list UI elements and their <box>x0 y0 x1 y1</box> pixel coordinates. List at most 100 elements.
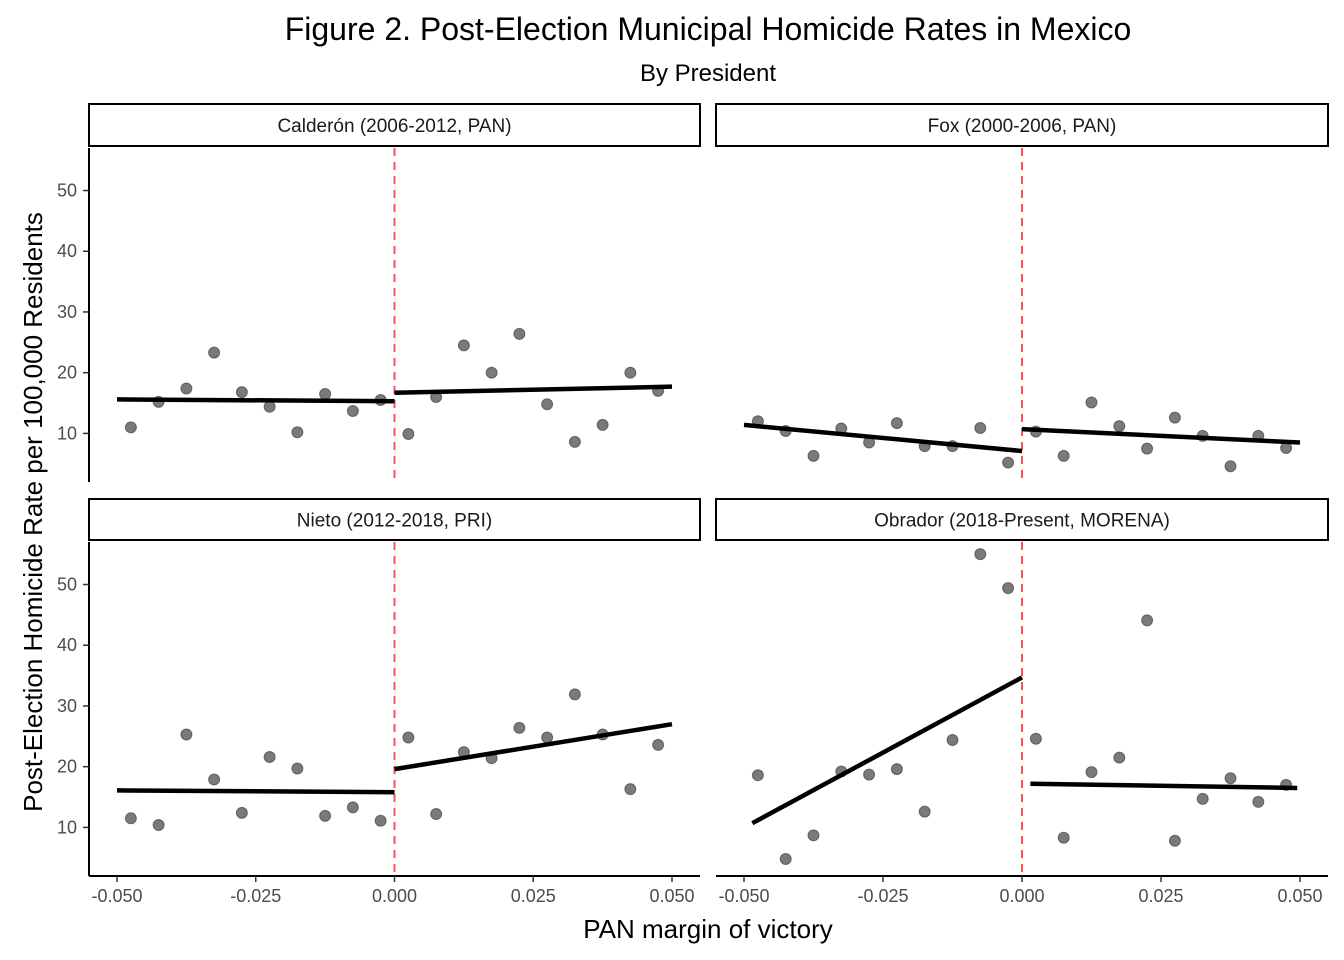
x-tick-label: 0.000 <box>372 886 417 906</box>
facet-strip-label: Obrador (2018-Present, MORENA) <box>874 511 1170 532</box>
x-tick-label: 0.025 <box>511 886 556 906</box>
facet-panel: Fox (2000-2006, PAN) <box>715 103 1329 482</box>
fit-line-left <box>116 788 395 795</box>
scatter-point <box>751 769 764 782</box>
scatter-point <box>1085 766 1098 779</box>
scatter-point <box>807 829 820 842</box>
scatter-point <box>541 731 554 744</box>
scatter-point <box>1141 614 1154 627</box>
scatter-point <box>319 809 332 822</box>
x-tick-label: -0.025 <box>857 886 908 906</box>
scatter-point <box>124 812 137 825</box>
scatter-point <box>402 731 415 744</box>
facet-strip-label: Fox (2000-2006, PAN) <box>928 116 1117 137</box>
scatter-point <box>1196 792 1209 805</box>
scatter-point <box>291 426 304 439</box>
fit-line-left <box>116 397 395 404</box>
facet-strip-label: Calderón (2006-2012, PAN) <box>277 116 511 137</box>
x-tick-label: 0.050 <box>649 886 694 906</box>
y-tick-label: 10 <box>57 423 77 443</box>
scatter-point <box>568 435 581 448</box>
scatter-point <box>430 808 443 821</box>
fit-line-right <box>394 721 673 772</box>
scatter-point <box>152 818 165 831</box>
scatter-point <box>291 762 304 775</box>
scatter-point <box>1002 456 1015 469</box>
y-axis-title: Post-Election Homicide Rate per 100,000 … <box>18 212 48 812</box>
scatter-point <box>513 327 526 340</box>
scatter-point <box>235 806 248 819</box>
y-tick-label: 50 <box>57 181 77 201</box>
scatter-point <box>180 382 193 395</box>
x-tick-label: -0.025 <box>230 886 281 906</box>
scatter-point <box>1057 831 1070 844</box>
y-tick-label: 30 <box>57 696 77 716</box>
scatter-point <box>946 733 959 746</box>
scatter-point <box>346 404 359 417</box>
scatter-point <box>1168 834 1181 847</box>
scatter-point <box>124 421 137 434</box>
scatter-point <box>807 449 820 462</box>
scatter-point <box>402 428 415 441</box>
scatter-point <box>779 852 792 865</box>
x-tick-label: -0.050 <box>91 886 142 906</box>
chart-title: Figure 2. Post-Election Municipal Homici… <box>285 11 1132 47</box>
scatter-point <box>652 738 665 751</box>
scatter-point <box>890 417 903 430</box>
scatter-point <box>1252 795 1265 808</box>
y-tick-label: 10 <box>57 817 77 837</box>
scatter-point <box>1168 411 1181 424</box>
scatter-point <box>974 548 987 561</box>
fit-line-right <box>1030 781 1298 791</box>
x-axis-title: PAN margin of victory <box>583 914 832 944</box>
scatter-point <box>918 805 931 818</box>
scatter-point <box>624 366 637 379</box>
facet-panel: Nieto (2012-2018, PRI) 10 20 30 40 50 -0.050 -0… <box>57 498 701 906</box>
facet-strip <box>715 103 1329 147</box>
scatter-point <box>513 721 526 734</box>
fit-line-right <box>1021 426 1301 445</box>
x-tick-label: 0.000 <box>999 886 1044 906</box>
y-tick-label: 20 <box>57 363 77 383</box>
facet-strip <box>88 103 701 147</box>
chart-subtitle: By President <box>640 60 776 87</box>
scatter-point <box>208 773 221 786</box>
scatter-point <box>1224 460 1237 473</box>
y-tick-label: 40 <box>57 635 77 655</box>
scatter-point <box>1141 442 1154 455</box>
y-tick-label: 50 <box>57 575 77 595</box>
scatter-point <box>1085 396 1098 409</box>
scatter-point <box>374 814 387 827</box>
scatter-point <box>1113 751 1126 764</box>
fit-line-right <box>394 384 673 395</box>
scatter-point <box>974 421 987 434</box>
x-tick-label: 0.050 <box>1277 886 1322 906</box>
scatter-point <box>624 783 637 796</box>
facet-panel: Obrador (2018-Present, MORENA) -0.050 -0.0… <box>715 498 1329 906</box>
scatter-point <box>1029 732 1042 745</box>
scatter-point <box>890 763 903 776</box>
scatter-point <box>568 688 581 701</box>
scatter-point <box>263 400 276 413</box>
scatter-point <box>346 801 359 814</box>
fit-line-left <box>751 675 1024 826</box>
scatter-point <box>180 728 193 741</box>
facet-strip <box>715 498 1329 541</box>
scatter-point <box>235 386 248 399</box>
scatter-point <box>457 339 470 352</box>
scatter-point <box>1224 772 1237 785</box>
facet-strip <box>88 498 701 541</box>
scatter-point <box>1113 420 1126 433</box>
y-tick-label: 30 <box>57 302 77 322</box>
scatter-point <box>863 768 876 781</box>
x-tick-label: -0.050 <box>718 886 769 906</box>
facet-panel: Calderón (2006-2012, PAN) 10 20 30 40 50 <box>57 103 701 482</box>
scatter-point <box>541 398 554 411</box>
facet-panels: Calderón (2006-2012, PAN) 10 20 30 40 50 Fox (… <box>57 103 1329 906</box>
scatter-point <box>1057 449 1070 462</box>
scatter-point <box>208 346 221 359</box>
fit-line-left <box>743 422 1023 454</box>
y-tick-label: 40 <box>57 241 77 261</box>
x-tick-label: 0.025 <box>1138 886 1183 906</box>
